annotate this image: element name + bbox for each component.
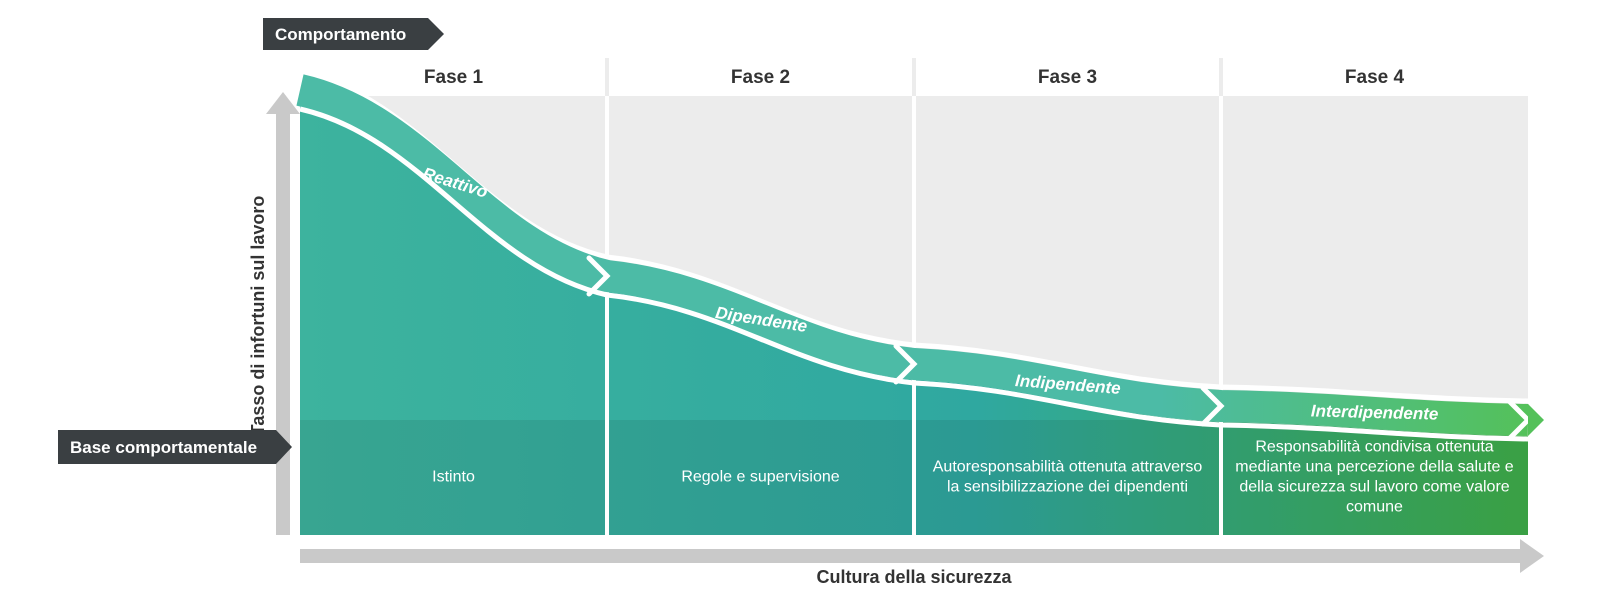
curve-arrowhead-icon	[1528, 404, 1544, 436]
phase-description: Istinto	[432, 469, 475, 486]
x-axis-label: Cultura della sicurezza	[816, 567, 1012, 587]
curve-segment-label: Interdipendente	[1311, 401, 1439, 423]
phase-header: Fase 4	[1345, 67, 1405, 88]
tag-comportamento-label: Comportamento	[275, 25, 406, 44]
y-axis-arrow-icon	[266, 92, 300, 114]
chart-container: Fase 1Fase 2Fase 3Fase 4ReattivoDipenden…	[0, 0, 1600, 600]
tag-base-comportamentale-label: Base comportamentale	[70, 438, 257, 457]
y-axis-label: Tasso di infortuni sul lavoro	[248, 196, 268, 436]
x-axis-arrow-icon	[1520, 539, 1544, 573]
phase-header: Fase 3	[1038, 67, 1097, 88]
phase-header: Fase 1	[424, 67, 484, 88]
phase-header: Fase 2	[731, 67, 790, 88]
phase-description: Regole e supervisione	[681, 469, 839, 486]
bradley-curve-svg: Fase 1Fase 2Fase 3Fase 4ReattivoDipenden…	[0, 0, 1600, 600]
